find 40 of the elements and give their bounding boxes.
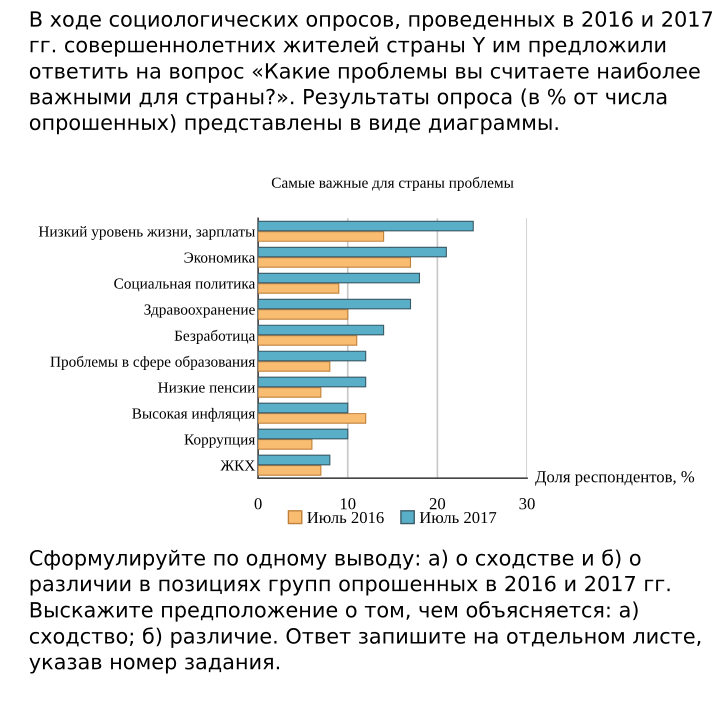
bar <box>258 439 312 450</box>
chart-title: Самые важные для страны проблемы <box>272 176 514 191</box>
bar <box>258 376 366 388</box>
bar <box>258 246 447 258</box>
bar <box>258 428 348 440</box>
bar <box>258 324 384 336</box>
x-tick-label: 10 <box>340 498 356 510</box>
y-tick-label: Низкие пенсии <box>158 382 255 393</box>
legend-label: Июль 2017 <box>420 512 496 524</box>
bar <box>258 402 348 414</box>
text: Сформулируйте по одному выводу: а) о сходстве и б) о различии в позициях групп опрошенных в 2016 и 2017 гг. Выскажите предположение о том, чем объясняется: а) сходство; б) различие. Ответ запишите на отдельном листе, указав номер задания. <box>29 549 700 674</box>
bar <box>258 413 366 424</box>
bar <box>258 350 366 362</box>
y-tick-label: Проблемы в сфере образования <box>50 356 256 370</box>
x-tick-label: 0 <box>254 498 262 510</box>
x-tick-label: 30 <box>519 498 535 510</box>
y-tick-label: Безработица <box>174 330 256 344</box>
x-axis-title: Доля респондентов, % <box>535 471 694 486</box>
y-tick-label: Коррупция <box>184 434 256 448</box>
bar <box>258 231 384 242</box>
bar <box>258 257 412 268</box>
bar <box>258 335 358 346</box>
bar <box>258 283 340 294</box>
y-tick-label: Экономика <box>184 252 256 263</box>
bar <box>258 220 474 232</box>
bar <box>258 387 322 398</box>
bar <box>258 309 348 320</box>
y-tick-label: ЖКХ <box>220 460 256 470</box>
bar <box>258 298 412 310</box>
y-tick-label: Низкий уровень жизни, зарплаты <box>38 226 255 240</box>
legend-label: Июль 2016 <box>307 512 384 524</box>
bar <box>258 361 330 372</box>
y-tick-label: Социальная политика <box>114 278 256 292</box>
bar <box>258 272 420 284</box>
x-tick-label: 20 <box>430 498 446 510</box>
text: В ходе социологических опросов, проведенных в 2016 и 2017 гг. совершеннолетних жителей страны Y им предложили ответить на вопрос «Какие проблемы вы считаете наиболее важными для страны?». Результаты опроса (в % от числа опрошенных) представлены в виде диаграммы. <box>30 11 712 134</box>
bar <box>258 465 322 476</box>
y-tick-label: Здравоохранение <box>144 304 255 318</box>
bar <box>258 454 330 466</box>
y-tick-label: Высокая инфляция <box>132 408 256 422</box>
